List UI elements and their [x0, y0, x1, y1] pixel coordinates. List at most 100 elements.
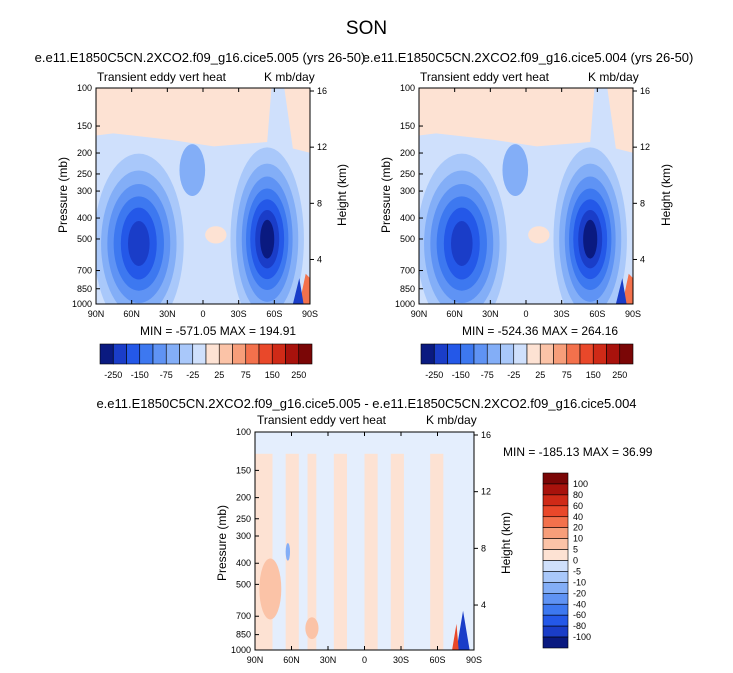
diff-x-tick-label: 30S — [393, 655, 409, 665]
diff-colorbar-box — [542, 560, 569, 572]
right-nh-contour-5 — [451, 221, 473, 266]
right-y-tick-label: 850 — [400, 284, 415, 294]
right-sh-contour-7 — [586, 228, 594, 250]
right-colorbar-box — [539, 343, 554, 365]
right-contours — [419, 88, 633, 304]
left-x-tick-label: 60S — [266, 309, 282, 319]
diff-sh-surface-negative — [456, 610, 470, 650]
left-equator-positive — [205, 226, 227, 244]
left-colorbar-box — [126, 343, 141, 365]
right-x-tick-label: 90S — [625, 309, 641, 319]
diff-x-tick-label: 0 — [362, 655, 367, 665]
right-panel-title: e.e11.E1850C5CN.2XCO2.f09_g16.cice5.004 … — [362, 50, 694, 65]
diff-x-tick-label: 90N — [247, 655, 264, 665]
right-colorbar-label: -75 — [481, 370, 494, 380]
diff-colorbar-box — [542, 538, 569, 550]
right-colorbar-box — [486, 343, 501, 365]
diff-colorbar-label: 20 — [573, 523, 583, 533]
left-upper-positive-south — [284, 88, 310, 153]
right-colorbar-label: -250 — [425, 370, 443, 380]
left-y-tick-label: 700 — [77, 266, 92, 276]
left-contours — [96, 88, 310, 304]
right-colorbar-label: 25 — [535, 370, 545, 380]
diff-colorbar-box — [542, 582, 569, 594]
diff-y-tick-label: 100 — [236, 427, 251, 437]
diff-panel-title: e.e11.E1850C5CN.2XCO2.f09_g16.cice5.005 … — [96, 396, 637, 411]
right-colorbar-box — [566, 343, 581, 365]
diff-positive-strip-5 — [390, 453, 404, 650]
left-x-tick-label: 30N — [159, 309, 176, 319]
right-x-tick-label: 60N — [446, 309, 463, 319]
left-colorbar-box — [152, 343, 167, 365]
left-colorbar-box — [139, 343, 154, 365]
right-x-tick-label: 0 — [523, 309, 528, 319]
diff-y-tick-label: 1000 — [231, 645, 251, 655]
left-y-tick-label: 100 — [77, 83, 92, 93]
right-colorbar-box — [513, 343, 528, 365]
right-x-tick-label: 90N — [411, 309, 428, 319]
diff-height-tick-label: 8 — [481, 543, 486, 553]
left-colorbar-box — [271, 343, 286, 365]
right-y-tick-label: 200 — [400, 148, 415, 158]
diff-colorbar-label: -5 — [573, 566, 581, 576]
left-tropical-plume — [179, 144, 206, 196]
right-colorbar-box — [460, 343, 475, 365]
right-x-tick-label: 60S — [589, 309, 605, 319]
right-colorbar-box — [447, 343, 462, 365]
right-y-tick-label: 1000 — [395, 299, 415, 309]
diff-positive-strip-2 — [307, 453, 317, 650]
diff-colorbar-box — [542, 614, 569, 627]
right-y-tick-label: 500 — [400, 234, 415, 244]
diff-colorbar-label: 10 — [573, 534, 583, 544]
diff-colorbar-label: 60 — [573, 501, 583, 511]
right-colorbar-label: -150 — [452, 370, 470, 380]
right-x-tick-label: 30S — [554, 309, 570, 319]
left-height-tick-label: 16 — [317, 86, 327, 96]
left-height-tick-label: 4 — [317, 254, 322, 264]
main-title: SON — [345, 18, 388, 39]
left-x-tick-label: 90S — [302, 309, 318, 319]
left-y-tick-label: 200 — [77, 148, 92, 158]
right-colorbar-box — [553, 343, 568, 365]
left-colorbar-label: -75 — [160, 370, 173, 380]
diff-y-tick-label: 250 — [236, 514, 251, 524]
right-y-tick-label: 700 — [400, 266, 415, 276]
right-colorbar-box — [420, 343, 435, 365]
right-y-tick-label: 250 — [400, 169, 415, 179]
right-colorbar-label: 150 — [586, 370, 601, 380]
left-colorbar-box — [258, 343, 273, 365]
diff-panel-units: K mb/day — [426, 413, 477, 427]
left-y-tick-label: 300 — [77, 186, 92, 196]
diff-colorbar-box — [542, 483, 569, 496]
diff-colorbar-label: 40 — [573, 512, 583, 522]
left-colorbar-box — [165, 343, 180, 365]
diff-colorbar-label: -80 — [573, 621, 586, 631]
right-panel-stats: MIN = -524.36 MAX = 264.16 — [462, 324, 619, 338]
left-y-tick-label: 500 — [77, 234, 92, 244]
diff-positive-strip-4 — [364, 453, 378, 650]
diff-positive-strip-3 — [333, 453, 347, 650]
diff-positive-strip-0 — [255, 453, 273, 650]
left-colorbar-box — [218, 343, 233, 365]
diff-colorbar-label: -20 — [573, 588, 586, 598]
diff-y-tick-label: 200 — [236, 493, 251, 503]
left-colorbar-label: 150 — [265, 370, 280, 380]
right-x-tick-label: 30N — [482, 309, 499, 319]
diff-colorbar-label: 0 — [573, 556, 578, 566]
left-colorbar-box — [232, 343, 247, 365]
right-colorbar-box — [526, 343, 541, 365]
diff-colorbar-box — [542, 527, 569, 539]
diff-height-tick-label: 4 — [481, 600, 486, 610]
left-colorbar-box — [245, 343, 260, 365]
left-panel-title: e.e11.E1850C5CN.2XCO2.f09_g16.cice5.005 … — [34, 50, 366, 65]
diff-colorbar-box — [542, 636, 569, 649]
left-y-tick-label: 850 — [77, 284, 92, 294]
right-tropical-plume — [502, 144, 529, 196]
right-colorbar-box — [473, 343, 488, 365]
diff-height-tick-label: 12 — [481, 487, 491, 497]
right-colorbar-box — [579, 343, 594, 365]
right-colorbar-box — [592, 343, 607, 365]
diff-x-tick-label: 60N — [283, 655, 300, 665]
right-colorbar-box — [433, 343, 448, 365]
left-colorbar-label: -150 — [131, 370, 149, 380]
